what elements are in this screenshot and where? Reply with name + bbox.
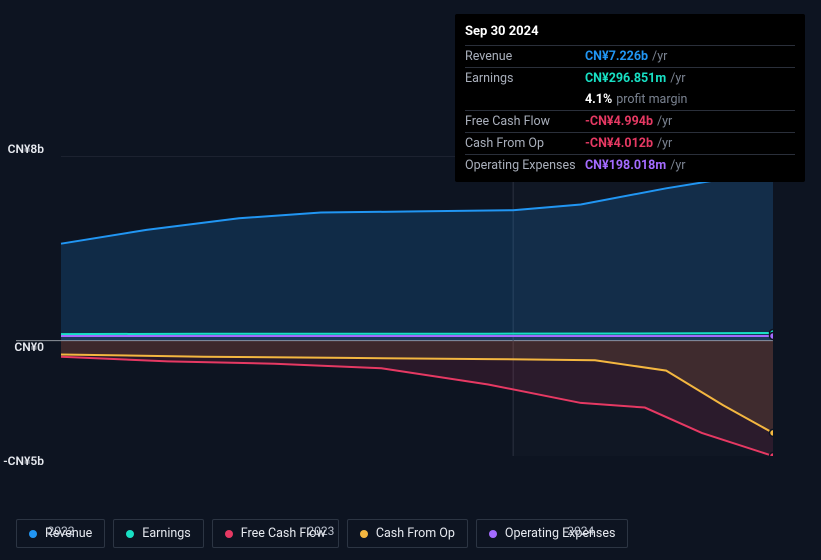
earnings-line[interactable]	[61, 333, 773, 334]
legend-dot	[126, 530, 134, 538]
legend-item-free-cash-flow[interactable]: Free Cash Flow	[212, 519, 339, 548]
free_cash_flow-end-point	[770, 453, 774, 457]
chart-container: Sep 30 2024 RevenueCN¥7.226b/yrEarningsC…	[0, 0, 821, 560]
tooltip-row: EarningsCN¥296.851m/yr	[465, 67, 795, 89]
tooltip-value: 4.1%profit margin	[585, 92, 795, 107]
tooltip-value: -CN¥4.012b/yr	[585, 136, 795, 151]
cash_from_op-end-point	[770, 429, 774, 436]
tooltip-label: Cash From Op	[465, 136, 585, 151]
tooltip-label: Earnings	[465, 71, 585, 86]
operating_expenses-end-point	[770, 333, 774, 340]
revenue-area	[61, 172, 773, 340]
legend-dot	[225, 530, 233, 538]
tooltip-row: 4.1%profit margin	[465, 89, 795, 110]
tooltip-value: CN¥198.018m/yr	[585, 158, 795, 173]
legend-dot	[360, 530, 368, 538]
tooltip-label	[465, 92, 585, 107]
legend-item-earnings[interactable]: Earnings	[113, 519, 203, 548]
tooltip-row: RevenueCN¥7.226b/yr	[465, 45, 795, 67]
legend-label: Cash From Op	[376, 526, 455, 541]
tooltip-panel: Sep 30 2024 RevenueCN¥7.226b/yrEarningsC…	[455, 14, 805, 182]
legend-dot	[489, 530, 497, 538]
legend-item-cash-from-op[interactable]: Cash From Op	[347, 519, 468, 548]
tooltip-row: Free Cash Flow-CN¥4.994b/yr	[465, 110, 795, 132]
chart-area: CN¥8bCN¥0-CN¥5b202220232024	[16, 156, 805, 516]
legend-label: Free Cash Flow	[241, 526, 326, 541]
y-axis-label: -CN¥5b	[3, 454, 44, 468]
tooltip-value: CN¥7.226b/yr	[585, 49, 795, 64]
tooltip-title: Sep 30 2024	[465, 20, 795, 45]
legend-label: Revenue	[45, 526, 92, 541]
y-axis-label: CN¥0	[14, 340, 44, 354]
line-chart-svg	[16, 156, 773, 456]
legend-label: Operating Expenses	[505, 526, 616, 541]
legend: Revenue Earnings Free Cash Flow Cash From O…	[16, 519, 628, 548]
tooltip-row: Cash From Op-CN¥4.012b/yr	[465, 132, 795, 154]
tooltip-value: -CN¥4.994b/yr	[585, 114, 795, 129]
legend-item-operating-expenses[interactable]: Operating Expenses	[476, 519, 629, 548]
tooltip-label: Revenue	[465, 49, 585, 64]
y-axis-label: CN¥8b	[8, 142, 44, 156]
tooltip-row: Operating ExpensesCN¥198.018m/yr	[465, 154, 795, 176]
tooltip-value: CN¥296.851m/yr	[585, 71, 795, 86]
legend-dot	[29, 530, 37, 538]
tooltip-label: Operating Expenses	[465, 158, 585, 173]
legend-label: Earnings	[142, 526, 190, 541]
tooltip-label: Free Cash Flow	[465, 114, 585, 129]
legend-item-revenue[interactable]: Revenue	[16, 519, 105, 548]
